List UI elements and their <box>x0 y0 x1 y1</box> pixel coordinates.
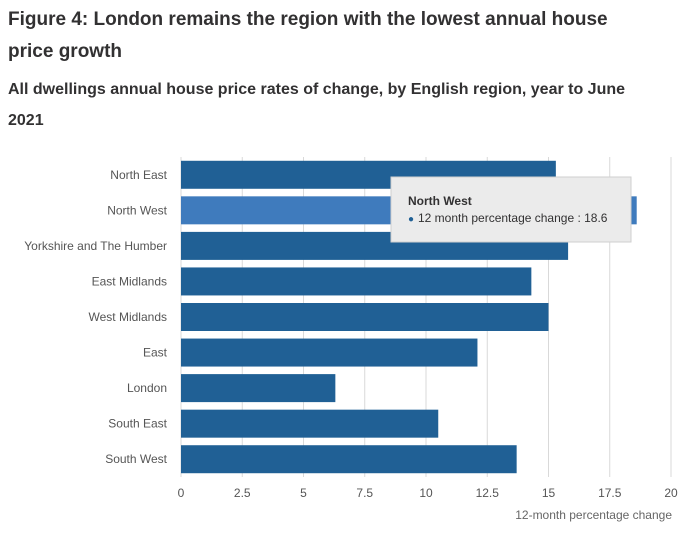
x-axis-title: 12-month percentage change <box>515 508 672 522</box>
category-label: East Midlands <box>92 274 167 288</box>
category-label: South West <box>105 452 167 466</box>
category-label: London <box>127 381 167 395</box>
tooltip: North West ● 12 month percentage change … <box>390 176 632 243</box>
category-label: South East <box>108 417 167 431</box>
x-tick-label: 15 <box>542 486 556 500</box>
bar[interactable] <box>181 338 478 367</box>
category-label: North East <box>110 168 167 182</box>
bar[interactable] <box>181 303 549 331</box>
figure-subtitle: All dwellings annual house price rates o… <box>8 81 626 129</box>
tooltip-series-marker: ● <box>408 214 414 225</box>
bar[interactable] <box>181 409 439 438</box>
figure-title: Figure 4: London remains the region with… <box>8 9 608 62</box>
category-label: North West <box>107 203 167 217</box>
x-tick-label: 2.5 <box>234 486 251 500</box>
bar[interactable] <box>181 267 532 296</box>
x-tick-label: 7.5 <box>356 486 373 500</box>
bars <box>181 160 637 474</box>
x-tick-label: 5 <box>300 486 307 500</box>
tooltip-box <box>390 176 632 243</box>
bar[interactable] <box>181 445 517 474</box>
x-tick-labels: 0 2.5 5 7.5 10 12.5 15 17.5 20 <box>178 486 678 500</box>
x-tick-label: 20 <box>664 486 678 500</box>
x-tick-label: 10 <box>419 486 433 500</box>
tooltip-value-text: 12 month percentage change : 18.6 <box>418 211 608 225</box>
category-label: West Midlands <box>89 310 167 324</box>
x-tick-label: 17.5 <box>598 486 622 500</box>
category-labels: North East North West Yorkshire and The Hu… <box>24 168 167 466</box>
category-label: Yorkshire and The Humber <box>24 239 167 253</box>
category-label: East <box>143 346 168 360</box>
x-tick-label: 12.5 <box>476 486 500 500</box>
tooltip-title: North West <box>408 194 472 208</box>
x-tick-label: 0 <box>178 486 185 500</box>
bar[interactable] <box>181 374 336 403</box>
